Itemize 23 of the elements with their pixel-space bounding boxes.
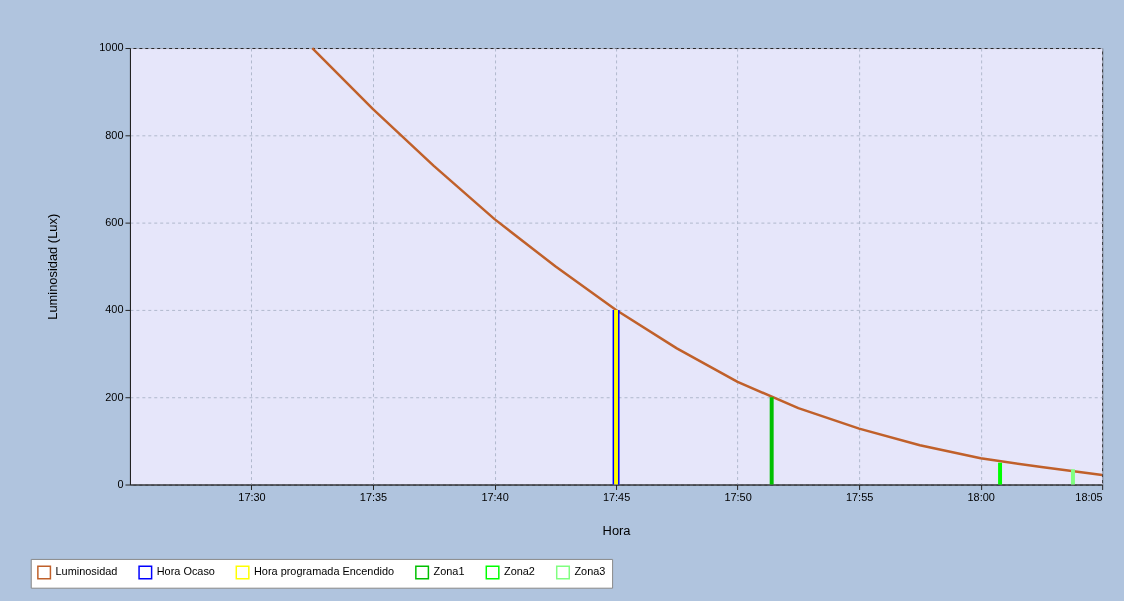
legend-label: Zona2: [503, 565, 535, 578]
legend-label: Zona3: [574, 565, 606, 578]
legend-label: Luminosidad: [55, 565, 118, 578]
x-tick-label: 17:30: [238, 490, 266, 503]
y-tick-label: 200: [105, 390, 124, 403]
legend-label: Zona1: [433, 565, 465, 578]
line-series: [311, 46, 1104, 477]
x-axis-title: Hora: [602, 522, 632, 538]
y-tick-label: 600: [105, 216, 124, 229]
legend-label: Hora Ocaso: [156, 565, 215, 578]
y-tick-label: 800: [105, 128, 124, 141]
y-tick-label: 1000: [99, 41, 124, 54]
x-tick-label: 17:55: [845, 490, 874, 503]
x-tick-label: 17:40: [481, 490, 509, 503]
x-tick-label: 17:35: [359, 490, 388, 503]
y-tick-label: 0: [117, 478, 124, 490]
x-tick-label: 17:50: [724, 490, 752, 503]
x-tick-label: 18:05: [1075, 490, 1103, 503]
x-tick-label: 17:45: [602, 490, 631, 503]
x-tick-label: 18:00: [967, 490, 995, 503]
y-axis-title: Luminosidad (Lux): [44, 213, 60, 320]
y-tick-label: 400: [105, 303, 124, 316]
legend-label: Hora programada Encendido: [253, 565, 395, 578]
